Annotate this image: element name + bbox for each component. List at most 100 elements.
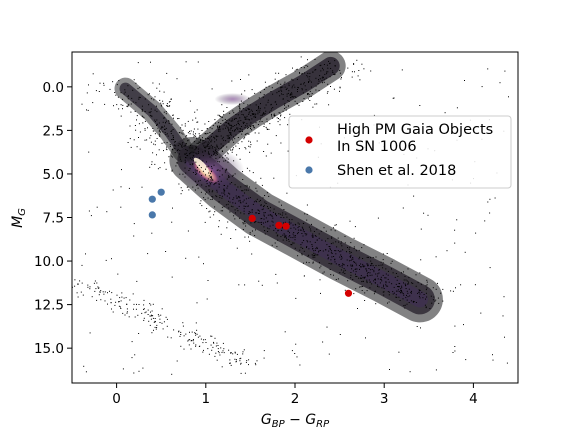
field-star-dot (152, 128, 154, 129)
field-star-dot (403, 271, 404, 273)
field-star-dot (267, 221, 268, 223)
field-star-dot (327, 83, 329, 85)
high-pm-point (344, 289, 353, 297)
field-star-dot (474, 284, 476, 286)
field-star-dot (285, 89, 287, 90)
field-star-dot (263, 205, 265, 207)
field-star-dot (294, 96, 296, 97)
field-star-dot (314, 103, 316, 105)
field-star-dot (266, 121, 268, 123)
field-star-dot (262, 96, 264, 98)
field-star-dot (322, 69, 324, 71)
field-star-dot (251, 125, 253, 127)
field-star-dot (107, 292, 108, 294)
field-star-dot (115, 301, 117, 303)
field-star-dot (215, 345, 217, 347)
field-star-dot (147, 94, 149, 96)
field-star-dot (354, 226, 356, 228)
field-star-dot (92, 73, 94, 75)
field-star-dot (355, 275, 357, 277)
field-star-dot (203, 145, 205, 147)
field-star-dot (133, 235, 135, 237)
field-star-dot (243, 210, 245, 212)
field-star-dot (159, 131, 161, 133)
high-pm-point (248, 214, 256, 222)
field-star-dot (446, 250, 448, 252)
field-star-dot (261, 121, 263, 122)
field-star-dot (362, 265, 364, 267)
field-star-dot (278, 72, 280, 74)
field-star-dot (189, 331, 190, 333)
field-star-dot (226, 178, 228, 180)
field-star-dot (405, 285, 406, 287)
field-star-dot (239, 117, 241, 119)
field-star-dot (318, 233, 320, 235)
field-star-dot (150, 98, 152, 100)
field-star-dot (250, 128, 251, 129)
field-star-dot (339, 86, 341, 88)
field-star-dot (403, 279, 405, 281)
field-star-dot (452, 352, 454, 353)
field-star-dot (221, 206, 223, 208)
field-star-dot (372, 265, 374, 267)
field-star-dot (124, 314, 126, 316)
field-star-dot (224, 185, 225, 186)
field-star-dot (356, 268, 358, 270)
field-star-dot (214, 119, 216, 121)
field-star-dot (227, 122, 229, 124)
field-star-dot (255, 364, 257, 366)
field-star-dot (398, 286, 400, 288)
field-star-dot (172, 149, 174, 151)
field-star-dot (242, 353, 244, 355)
field-star-dot (174, 141, 176, 142)
field-star-dot (133, 372, 135, 374)
field-star-dot (385, 281, 387, 283)
field-star-dot (424, 304, 426, 306)
field-star-dot (366, 256, 368, 258)
field-star-dot (146, 139, 148, 141)
field-star-dot (83, 365, 85, 367)
field-star-dot (193, 141, 195, 143)
field-star-dot (444, 112, 446, 114)
field-star-dot (214, 138, 216, 140)
field-star-dot (163, 150, 164, 152)
field-star-dot (316, 247, 318, 249)
field-star-dot (432, 299, 434, 301)
field-star-dot (186, 135, 188, 137)
field-star-dot (315, 248, 317, 250)
field-star-dot (219, 115, 221, 117)
field-star-dot (113, 105, 114, 107)
field-star-dot (261, 221, 263, 223)
field-star-dot (272, 224, 274, 226)
field-star-dot (211, 349, 213, 351)
field-star-dot (220, 180, 222, 182)
field-star-dot (344, 289, 346, 291)
field-star-dot (208, 153, 210, 155)
field-star-dot (209, 185, 211, 187)
field-star-dot (168, 156, 170, 158)
field-star-dot (340, 250, 342, 252)
field-star-dot (301, 233, 303, 234)
field-star-dot (195, 322, 197, 324)
field-star-dot (192, 172, 194, 173)
field-star-dot (314, 256, 316, 258)
field-star-dot (167, 135, 169, 137)
field-star-dot (291, 92, 293, 94)
field-star-dot (304, 275, 305, 277)
field-star-dot (294, 100, 296, 102)
field-star-dot (383, 284, 384, 286)
field-star-dot (241, 131, 243, 132)
field-star-dot (138, 96, 140, 98)
field-star-dot (176, 360, 178, 362)
field-star-dot (437, 282, 438, 284)
field-star-dot (141, 105, 143, 107)
field-star-dot (285, 109, 287, 111)
field-star-dot (287, 124, 289, 126)
field-star-dot (219, 170, 221, 172)
field-star-dot (399, 300, 401, 301)
field-star-dot (402, 293, 404, 295)
field-star-dot (240, 212, 242, 214)
field-star-dot (213, 184, 215, 186)
field-star-dot (177, 118, 179, 120)
field-star-dot (184, 162, 186, 164)
